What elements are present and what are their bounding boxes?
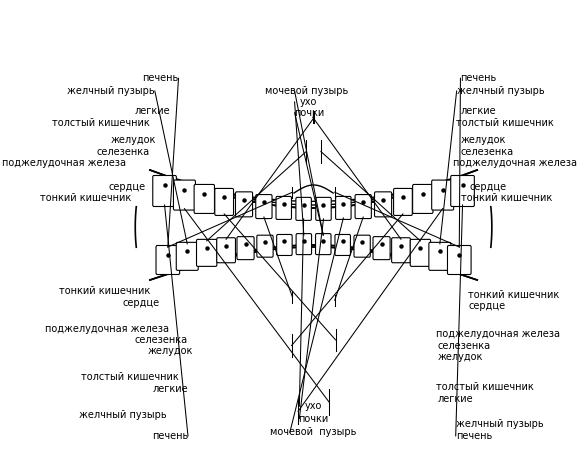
- FancyBboxPatch shape: [432, 180, 453, 210]
- FancyBboxPatch shape: [194, 184, 215, 213]
- Text: сердце: сердце: [470, 182, 507, 192]
- FancyBboxPatch shape: [429, 243, 451, 270]
- FancyBboxPatch shape: [316, 197, 331, 220]
- FancyBboxPatch shape: [392, 238, 410, 263]
- Text: тонкий кишечник: тонкий кишечник: [59, 286, 150, 296]
- FancyBboxPatch shape: [393, 188, 412, 215]
- FancyBboxPatch shape: [276, 234, 292, 255]
- Text: печень: печень: [142, 73, 179, 83]
- FancyBboxPatch shape: [215, 188, 233, 215]
- Text: желудок: желудок: [438, 352, 483, 362]
- FancyBboxPatch shape: [315, 233, 331, 255]
- Text: мочевой  пузырь: мочевой пузырь: [271, 427, 357, 437]
- Text: желчный пузырь: желчный пузырь: [67, 86, 155, 96]
- FancyBboxPatch shape: [355, 195, 371, 218]
- Text: печень: печень: [460, 73, 496, 83]
- Text: поджелудочная железа: поджелудочная железа: [45, 324, 169, 334]
- Text: толстый кишечник: толстый кишечник: [436, 382, 534, 392]
- Text: легкие: легкие: [460, 106, 496, 116]
- FancyBboxPatch shape: [276, 197, 292, 219]
- Text: печень: печень: [456, 431, 492, 441]
- Text: желчный пузырь: желчный пузырь: [457, 86, 544, 96]
- Text: желудок: желудок: [147, 346, 193, 356]
- Text: легкие: легкие: [152, 384, 188, 394]
- FancyBboxPatch shape: [257, 235, 273, 257]
- Text: легкие: легкие: [438, 394, 473, 404]
- Text: желудок: желудок: [111, 135, 156, 145]
- Text: сердце: сердце: [108, 182, 146, 192]
- Text: почки: почки: [299, 414, 329, 424]
- Text: селезенка: селезенка: [438, 341, 491, 351]
- Text: тонкий кишечник: тонкий кишечник: [468, 290, 559, 300]
- FancyBboxPatch shape: [255, 195, 272, 218]
- Text: толстый кишечник: толстый кишечник: [456, 118, 553, 128]
- FancyBboxPatch shape: [217, 238, 236, 263]
- Text: тонкий кишечник: тонкий кишечник: [40, 193, 131, 203]
- FancyBboxPatch shape: [197, 239, 217, 266]
- FancyBboxPatch shape: [236, 192, 253, 217]
- Text: желчный пузырь: желчный пузырь: [79, 410, 166, 420]
- FancyBboxPatch shape: [450, 176, 474, 207]
- FancyBboxPatch shape: [336, 197, 351, 219]
- FancyBboxPatch shape: [237, 237, 254, 260]
- Text: почки: почки: [294, 108, 324, 118]
- FancyBboxPatch shape: [354, 235, 370, 257]
- Text: тонкий кишечник: тонкий кишечник: [462, 193, 553, 203]
- Text: легкие: легкие: [135, 106, 171, 116]
- Text: поджелудочная железа: поджелудочная железа: [436, 329, 560, 339]
- Text: мочевой пузырь: мочевой пузырь: [265, 86, 348, 96]
- FancyBboxPatch shape: [410, 239, 431, 266]
- FancyBboxPatch shape: [176, 243, 198, 270]
- Text: толстый кишечник: толстый кишечник: [81, 372, 179, 382]
- Text: желудок: желудок: [460, 135, 506, 145]
- Text: сердце: сердце: [468, 301, 505, 311]
- Text: селезенка: селезенка: [460, 147, 513, 157]
- Text: толстый кишечник: толстый кишечник: [52, 118, 150, 128]
- Text: ухо: ухо: [305, 401, 322, 411]
- FancyBboxPatch shape: [413, 184, 433, 213]
- FancyBboxPatch shape: [375, 192, 392, 217]
- FancyBboxPatch shape: [156, 246, 180, 274]
- FancyBboxPatch shape: [173, 180, 196, 210]
- Text: селезенка: селезенка: [135, 335, 188, 345]
- Text: печень: печень: [152, 431, 188, 441]
- FancyBboxPatch shape: [373, 237, 390, 260]
- FancyBboxPatch shape: [296, 197, 311, 220]
- Text: селезенка: селезенка: [97, 147, 150, 157]
- FancyBboxPatch shape: [152, 176, 176, 207]
- FancyBboxPatch shape: [296, 233, 311, 255]
- Text: поджелудочная железа: поджелудочная железа: [453, 158, 577, 168]
- Text: поджелудочная железа: поджелудочная железа: [2, 158, 126, 168]
- Text: сердце: сердце: [122, 298, 159, 308]
- Text: ухо: ухо: [300, 97, 318, 107]
- FancyBboxPatch shape: [448, 246, 471, 274]
- FancyBboxPatch shape: [335, 234, 350, 255]
- Text: желчный пузырь: желчный пузырь: [456, 419, 544, 429]
